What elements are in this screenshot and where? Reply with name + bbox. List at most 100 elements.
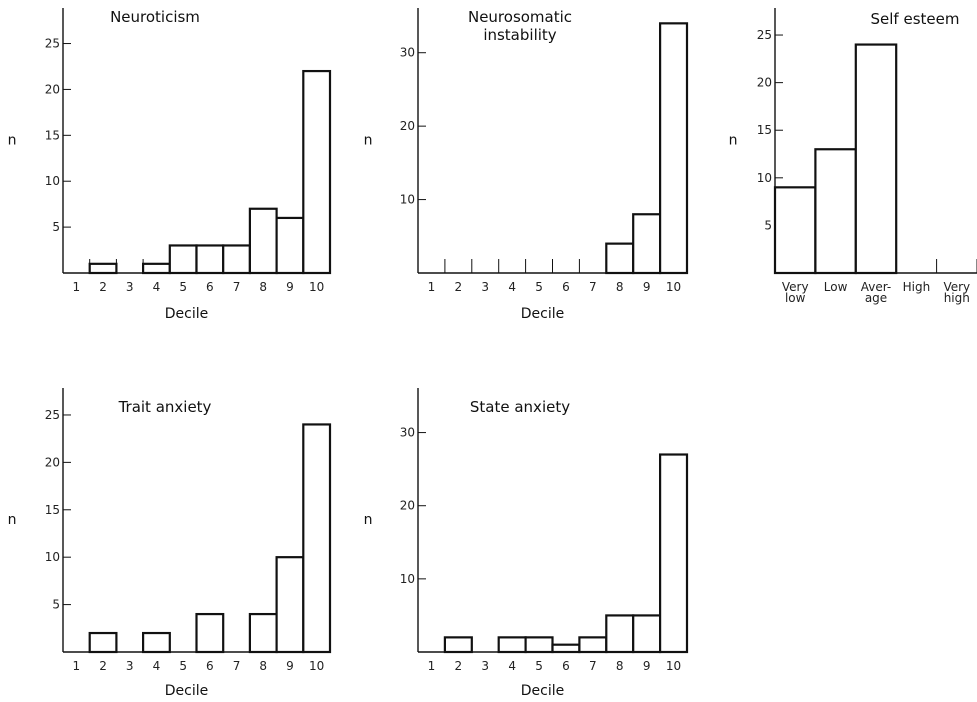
bar xyxy=(773,186,817,275)
bar xyxy=(605,242,635,275)
x-axis-label: Decile xyxy=(521,306,564,322)
x-tick-label: 7 xyxy=(233,659,241,673)
x-tick-label: 2 xyxy=(455,280,463,294)
y-axis-label: n xyxy=(8,133,17,149)
x-tick-label: 6 xyxy=(206,280,214,294)
chart-panel-4: 10 20 30 1 2 3 4 5 6 7 8 9 10 State anxiety Decile n xyxy=(364,388,689,699)
y-tick-label: 5 xyxy=(52,598,60,612)
bar xyxy=(443,636,473,654)
chart-title: Self esteem xyxy=(871,10,960,28)
y-tick-label: 10 xyxy=(45,174,60,188)
x-tick-label: 2 xyxy=(99,280,107,294)
x-tick-label: Very high xyxy=(943,280,970,305)
bar xyxy=(248,207,278,275)
y-tick-label: 30 xyxy=(400,426,415,440)
y-tick-label: 5 xyxy=(52,220,60,234)
bar xyxy=(497,636,527,654)
x-tick-label: 2 xyxy=(99,659,107,673)
x-tick-label: 2 xyxy=(455,659,463,673)
x-tick-label: 9 xyxy=(643,280,651,294)
x-tick-label: Very low xyxy=(782,280,809,305)
x-tick-label: 7 xyxy=(233,280,241,294)
y-tick-label: 10 xyxy=(400,572,415,586)
x-tick-label: 1 xyxy=(73,280,81,294)
bar xyxy=(275,556,305,654)
x-tick-label: 9 xyxy=(286,280,294,294)
bar xyxy=(195,244,225,275)
x-tick-label: 5 xyxy=(179,280,187,294)
x-tick-label: 3 xyxy=(481,280,489,294)
x-tick-label: Low xyxy=(824,280,848,294)
y-tick-label: 20 xyxy=(45,82,60,96)
y-tick-label: 20 xyxy=(400,499,415,513)
bar xyxy=(302,69,332,275)
x-axis-label: Decile xyxy=(521,683,564,699)
y-tick-label: 20 xyxy=(757,76,772,90)
chart-panel-3: 5 10 15 20 25 1 2 3 4 5 6 7 8 9 10 Trait anxiety Decile n xyxy=(8,388,332,699)
y-tick-label: 15 xyxy=(45,128,60,142)
x-tick-label: 4 xyxy=(153,659,161,673)
x-tick-label: High xyxy=(903,280,931,294)
x-tick-label: 10 xyxy=(309,659,324,673)
bar xyxy=(88,262,118,275)
y-axis-label: n xyxy=(364,512,373,528)
x-axis-label: Decile xyxy=(165,306,208,322)
x-tick-label: Aver-age xyxy=(861,280,892,305)
x-tick-label: 6 xyxy=(562,659,570,673)
x-tick-label: 3 xyxy=(126,280,134,294)
x-tick-label: 1 xyxy=(428,280,436,294)
y-tick-label: 5 xyxy=(764,218,772,232)
bar xyxy=(168,244,198,275)
chart-title: Trait anxiety xyxy=(118,398,212,416)
bar xyxy=(222,244,251,275)
x-tick-label: 3 xyxy=(126,659,134,673)
bar xyxy=(195,612,225,654)
bar xyxy=(142,262,171,275)
x-tick-label: 8 xyxy=(259,280,267,294)
y-tick-label: 15 xyxy=(757,123,772,137)
x-tick-label: 1 xyxy=(428,659,436,673)
x-tick-label: 6 xyxy=(562,280,570,294)
x-tick-label: 10 xyxy=(666,659,681,673)
y-tick-label: 15 xyxy=(45,503,60,517)
x-tick-label: 9 xyxy=(643,659,651,673)
chart-title: State anxiety xyxy=(470,398,570,416)
x-tick-label: 1 xyxy=(73,659,81,673)
y-tick-label: 20 xyxy=(400,119,415,133)
chart-panel-2: 5 10 15 20 25 Very low Low Aver-age High Very high S… xyxy=(729,8,977,305)
y-tick-label: 20 xyxy=(45,455,60,469)
bar xyxy=(854,43,898,275)
bar xyxy=(88,631,118,654)
bar xyxy=(658,22,689,275)
x-tick-label: 7 xyxy=(589,280,597,294)
y-tick-label: 25 xyxy=(757,28,772,42)
y-axis-label: n xyxy=(364,133,373,149)
x-axis-label: Decile xyxy=(165,683,208,699)
bar xyxy=(275,216,305,275)
y-axis-label: n xyxy=(729,133,738,149)
x-tick-label: 3 xyxy=(481,659,489,673)
y-tick-label: 10 xyxy=(400,193,415,207)
bar xyxy=(551,643,581,654)
x-tick-label: 4 xyxy=(153,280,161,294)
bar xyxy=(658,453,689,654)
chart-panel-0: 5 10 15 20 25 1 2 3 4 5 6 7 8 9 10 Neuroticism Decile n xyxy=(8,8,332,322)
x-tick-label: 9 xyxy=(286,659,294,673)
bar xyxy=(302,423,332,654)
y-tick-label: 10 xyxy=(757,171,772,185)
x-tick-label: 8 xyxy=(259,659,267,673)
bar xyxy=(142,631,171,654)
x-tick-label: 5 xyxy=(179,659,187,673)
bar xyxy=(605,614,635,654)
chart-title: Neuroticism xyxy=(110,8,200,26)
bar xyxy=(578,636,608,654)
x-tick-label: 10 xyxy=(309,280,324,294)
y-tick-label: 25 xyxy=(45,408,60,422)
x-tick-label: 6 xyxy=(206,659,214,673)
bar xyxy=(248,612,278,654)
x-tick-label: 8 xyxy=(616,659,624,673)
y-axis-label: n xyxy=(8,512,17,528)
x-tick-label: 4 xyxy=(508,659,516,673)
y-tick-label: 25 xyxy=(45,37,60,51)
